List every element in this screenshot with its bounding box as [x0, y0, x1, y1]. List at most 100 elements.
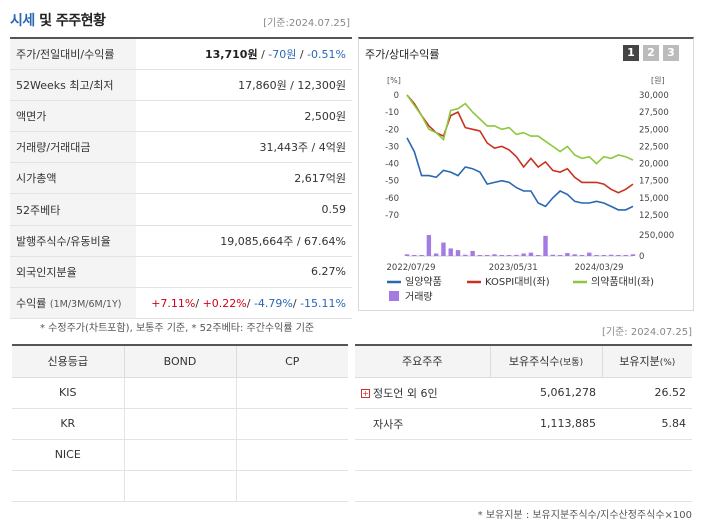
y-left-tick-label: 0 — [394, 91, 399, 101]
holder-reference-date: [기준: 2024.07.25] — [601, 327, 692, 338]
table-cell — [124, 377, 237, 409]
volume-bar — [514, 254, 519, 256]
column-header: BOND — [124, 345, 237, 378]
row-value: 2,617억원 — [136, 162, 352, 195]
header-text: 보유지분 — [619, 355, 660, 369]
volume-bar — [536, 255, 541, 256]
y-left-tick-label: -50 — [385, 177, 399, 187]
y-right-unit: [원] — [651, 76, 665, 85]
row-label: 52주베타 — [10, 193, 136, 226]
row-label: 액면가 — [10, 100, 136, 133]
table-cell: NICE — [12, 439, 125, 471]
y-right-tick-label: 22,500 — [639, 142, 669, 152]
table-row: 수익률 (1M/3M/6M/1Y) +7.11%/ +0.22%/ -4.79%… — [10, 287, 352, 320]
table-row — [355, 439, 692, 471]
volume-tick-label: 0 — [639, 252, 644, 262]
table-row: KR — [12, 408, 348, 440]
volume-bar — [528, 252, 534, 256]
row-value: 17,860원 / 12,300원 — [136, 69, 352, 101]
volume-bar — [455, 250, 461, 256]
holder-pct: 5.84 — [602, 408, 692, 440]
legend-label: 일양약품 — [405, 276, 442, 288]
volume-bar — [557, 254, 563, 256]
volume-bar — [579, 254, 585, 256]
separator: / — [257, 47, 269, 61]
table-cell — [12, 470, 125, 502]
volume-bar — [521, 253, 526, 256]
row-value: 6.27% — [136, 256, 352, 289]
reference-date: [기준:2024.07.25] — [263, 18, 350, 29]
table-header-row: 주요주주 보유주식수(보통) 보유지분(%) — [355, 345, 692, 378]
table-cell — [124, 439, 237, 471]
volume-bar — [426, 235, 432, 256]
row-label: 거래량/거래대금 — [10, 131, 136, 164]
column-header: 신용등급 — [12, 345, 125, 378]
y-right-tick-label: 20,000 — [639, 160, 669, 170]
volume-bar — [601, 255, 607, 256]
table-cell — [124, 470, 237, 502]
row-value: 31,443주 / 4억원 — [136, 131, 352, 164]
holder-shares: 1,113,885 — [490, 408, 602, 440]
row-label: 시가총액 — [10, 162, 136, 195]
volume-bar — [587, 252, 592, 256]
y-left-tick-label: -30 — [385, 142, 399, 152]
volume-tick-label: 250,000 — [639, 231, 674, 241]
expand-plus-icon[interactable]: + — [361, 389, 370, 398]
volume-bar — [419, 254, 424, 256]
return-period: (1M/3M/6M/1Y) — [49, 299, 122, 311]
table-row: 액면가 2,500원 — [10, 100, 352, 133]
holder-name[interactable]: 정도언 외 6인 — [373, 386, 438, 400]
y-left-tick-label: -70 — [385, 211, 399, 221]
table-cell — [355, 439, 490, 471]
section-header: 시세 및 주주현황 [기준:2024.07.25] — [10, 8, 350, 32]
y-left-unit: [%] — [387, 76, 401, 85]
separator: / — [246, 296, 254, 310]
table-row — [355, 470, 692, 502]
price-change-pct: -0.51% — [307, 47, 346, 61]
volume-bar — [630, 254, 636, 256]
y-left-tick-label: -10 — [385, 108, 399, 118]
price-summary-table: 주가/전일대비/수익률 13,710원 / -70원 / -0.51% 52We… — [10, 37, 352, 320]
x-tick-label: 2024/03/29 — [575, 263, 624, 273]
chart-page-3-button[interactable]: 3 — [663, 45, 679, 61]
table-row: + 정도언 외 6인 5,061,278 26.52 — [355, 377, 692, 409]
volume-bar — [616, 255, 621, 256]
chart-page-2-button[interactable]: 2 — [643, 45, 659, 61]
volume-bar — [608, 254, 614, 256]
table-row: 52주베타 0.59 — [10, 193, 352, 226]
x-tick-label: 2022/07/29 — [387, 263, 436, 273]
separator: / — [296, 47, 308, 61]
credit-rating-table: 신용등급 BOND CP KIS KR NICE — [12, 344, 348, 502]
legend-label: 의약품대비(좌) — [591, 276, 654, 288]
volume-bar — [470, 250, 475, 256]
row-label: 외국인지분율 — [10, 256, 136, 289]
table-cell — [236, 470, 348, 502]
table-row: 외국인지분율 6.27% — [10, 256, 352, 289]
x-tick-label: 2023/05/31 — [489, 263, 538, 273]
volume-bar — [433, 253, 439, 256]
chart-page-1-button[interactable]: 1 — [623, 45, 639, 61]
y-right-tick-label: 30,000 — [639, 91, 669, 101]
legend-swatch — [389, 291, 399, 301]
return-1m: +7.11% — [151, 296, 196, 310]
return-6m: -4.79% — [253, 296, 293, 310]
row-label: 수익률 (1M/3M/6M/1Y) — [10, 287, 136, 320]
major-shareholders-table: 주요주주 보유주식수(보통) 보유지분(%) + 정도언 외 6인 5,061,2… — [355, 344, 692, 502]
series-line — [406, 94, 634, 194]
row-label: 발행주식수/유동비율 — [10, 225, 136, 257]
table-header-row: 신용등급 BOND CP — [12, 345, 348, 378]
y-right-tick-label: 25,000 — [639, 125, 669, 135]
y-right-tick-label: 15,000 — [639, 194, 669, 204]
section-title: 시세 및 주주현황 — [10, 10, 106, 30]
y-left-tick-label: -20 — [385, 125, 399, 135]
holder-name: 자사주 — [355, 408, 490, 440]
legend-label: 거래량 — [405, 291, 433, 303]
y-left-tick-label: -40 — [385, 160, 399, 170]
header-text: 보유주식수 — [508, 355, 560, 369]
separator: / — [292, 296, 301, 310]
y-right-tick-label: 27,500 — [639, 108, 669, 118]
volume-bar — [477, 254, 483, 256]
table-cell: KIS — [12, 377, 125, 409]
row-value: 0.59 — [136, 193, 352, 226]
